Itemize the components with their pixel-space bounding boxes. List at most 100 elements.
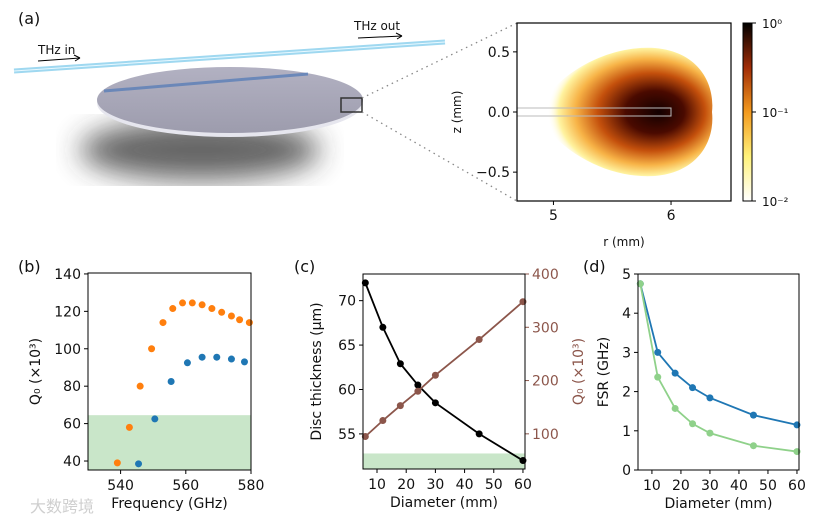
y-tick-label: 1 (622, 424, 631, 440)
data-point (236, 316, 244, 324)
y-tick-label: 5 (622, 267, 631, 283)
zoom-region-box (340, 97, 363, 113)
y-axis-label: FSR (GHz) (596, 337, 612, 408)
series-line-blue (639, 283, 798, 426)
data-point (749, 442, 757, 450)
x-tick-label: 40 (456, 477, 474, 493)
data-point (379, 417, 387, 425)
colorbar-tick-label: 10⁰ (762, 17, 782, 31)
data-point (379, 323, 387, 331)
x-tick-label: 60 (514, 477, 532, 493)
colorbar (742, 22, 753, 202)
y-tick-label: 120 (54, 304, 81, 320)
data-point (414, 381, 422, 389)
thz-out-arrow (357, 35, 403, 39)
x-axis-label: Diameter (mm) (390, 495, 498, 511)
y-tick-label: 0 (622, 463, 631, 479)
data-point (706, 394, 714, 402)
data-point (198, 353, 206, 361)
data-point (227, 312, 235, 320)
y-axis-label: z (mm) (450, 91, 464, 134)
series-line-q0 (364, 301, 524, 438)
y-axis-label: Disc thickness (μm) (309, 302, 325, 440)
series-line-disc-thickness (364, 282, 524, 462)
y-right-tick-label: 200 (532, 374, 559, 390)
y-tick-label: 80 (63, 379, 81, 395)
data-point (361, 279, 369, 287)
data-point (245, 319, 253, 327)
data-point (240, 358, 248, 366)
y-tick-label: 2 (622, 385, 631, 401)
x-tick-label: 50 (485, 477, 503, 493)
x-tick-label: 30 (426, 477, 444, 493)
x-axis-label: Frequency (GHz) (111, 496, 227, 512)
data-point (749, 411, 757, 419)
y-tick-label: 40 (63, 454, 81, 470)
data-point (475, 336, 483, 344)
zoom-line-bottom (361, 111, 518, 202)
y-tick-label: 0.5 (488, 45, 510, 61)
data-point (208, 305, 216, 313)
y-tick-label: 55 (338, 427, 356, 443)
data-point (475, 430, 483, 438)
data-point (227, 355, 235, 363)
x-tick-label: 40 (730, 478, 748, 494)
data-point (361, 433, 369, 440)
x-tick-label: 50 (759, 478, 777, 494)
data-point (136, 382, 144, 390)
data-point (431, 399, 439, 407)
field-distribution (535, 47, 713, 177)
data-point (198, 301, 206, 309)
data-point (431, 371, 439, 379)
data-point (125, 423, 133, 431)
heatmap-plot (516, 22, 753, 202)
y-tick-label: 60 (63, 417, 81, 433)
y-tick-label: 140 (54, 267, 81, 283)
thz-in-arrowhead (73, 54, 81, 62)
y-tick-label: 100 (54, 342, 81, 358)
data-point (188, 299, 196, 307)
y-tick-label: 4 (622, 306, 631, 322)
y-tick-label: 0.0 (488, 105, 510, 121)
y-axis-label: Q₀ (×10³) (28, 338, 44, 405)
y-tick-label: 65 (338, 338, 356, 354)
disc-resonator (97, 67, 363, 133)
plot-frame (362, 273, 526, 470)
data-point (113, 459, 121, 467)
x-tick-label: 60 (788, 478, 806, 494)
x-tick-label: 30 (701, 478, 719, 494)
thz-out-arrowhead (395, 32, 403, 40)
y-tick-label: 3 (622, 345, 631, 361)
thz-in-arrow (37, 57, 81, 62)
data-point (179, 299, 187, 307)
y-right-tick-label: 300 (532, 320, 559, 336)
thz-in-label: THz in (37, 43, 75, 57)
data-point (671, 404, 679, 412)
colorbar-tick-label: 10⁻¹ (762, 106, 789, 120)
threshold-band (363, 453, 525, 469)
x-tick-label: 20 (397, 477, 415, 493)
disc-groove (103, 72, 309, 93)
watermark: 大数跨境 (30, 497, 94, 516)
thz-out-label: THz out (353, 19, 400, 33)
panel-label-c: (c) (294, 257, 315, 276)
plot-frame (87, 272, 252, 471)
data-point (159, 319, 167, 327)
data-point (218, 308, 226, 316)
data-point (148, 345, 156, 353)
x-tick-label: 560 (172, 478, 199, 494)
data-point (396, 360, 404, 368)
data-point (151, 415, 159, 423)
x-tick-label: 540 (107, 478, 134, 494)
x-tick-label: 6 (667, 208, 676, 224)
data-point (654, 373, 662, 381)
x-tick-label: 5 (549, 208, 558, 224)
data-point (671, 369, 679, 377)
data-point (689, 420, 697, 428)
x-tick-label: 10 (368, 477, 386, 493)
data-point (183, 359, 191, 367)
threshold-band (88, 415, 251, 470)
y-tick-label: 70 (338, 294, 356, 310)
y-tick-label: −0.5 (476, 165, 510, 181)
x-tick-label: 20 (672, 478, 690, 494)
